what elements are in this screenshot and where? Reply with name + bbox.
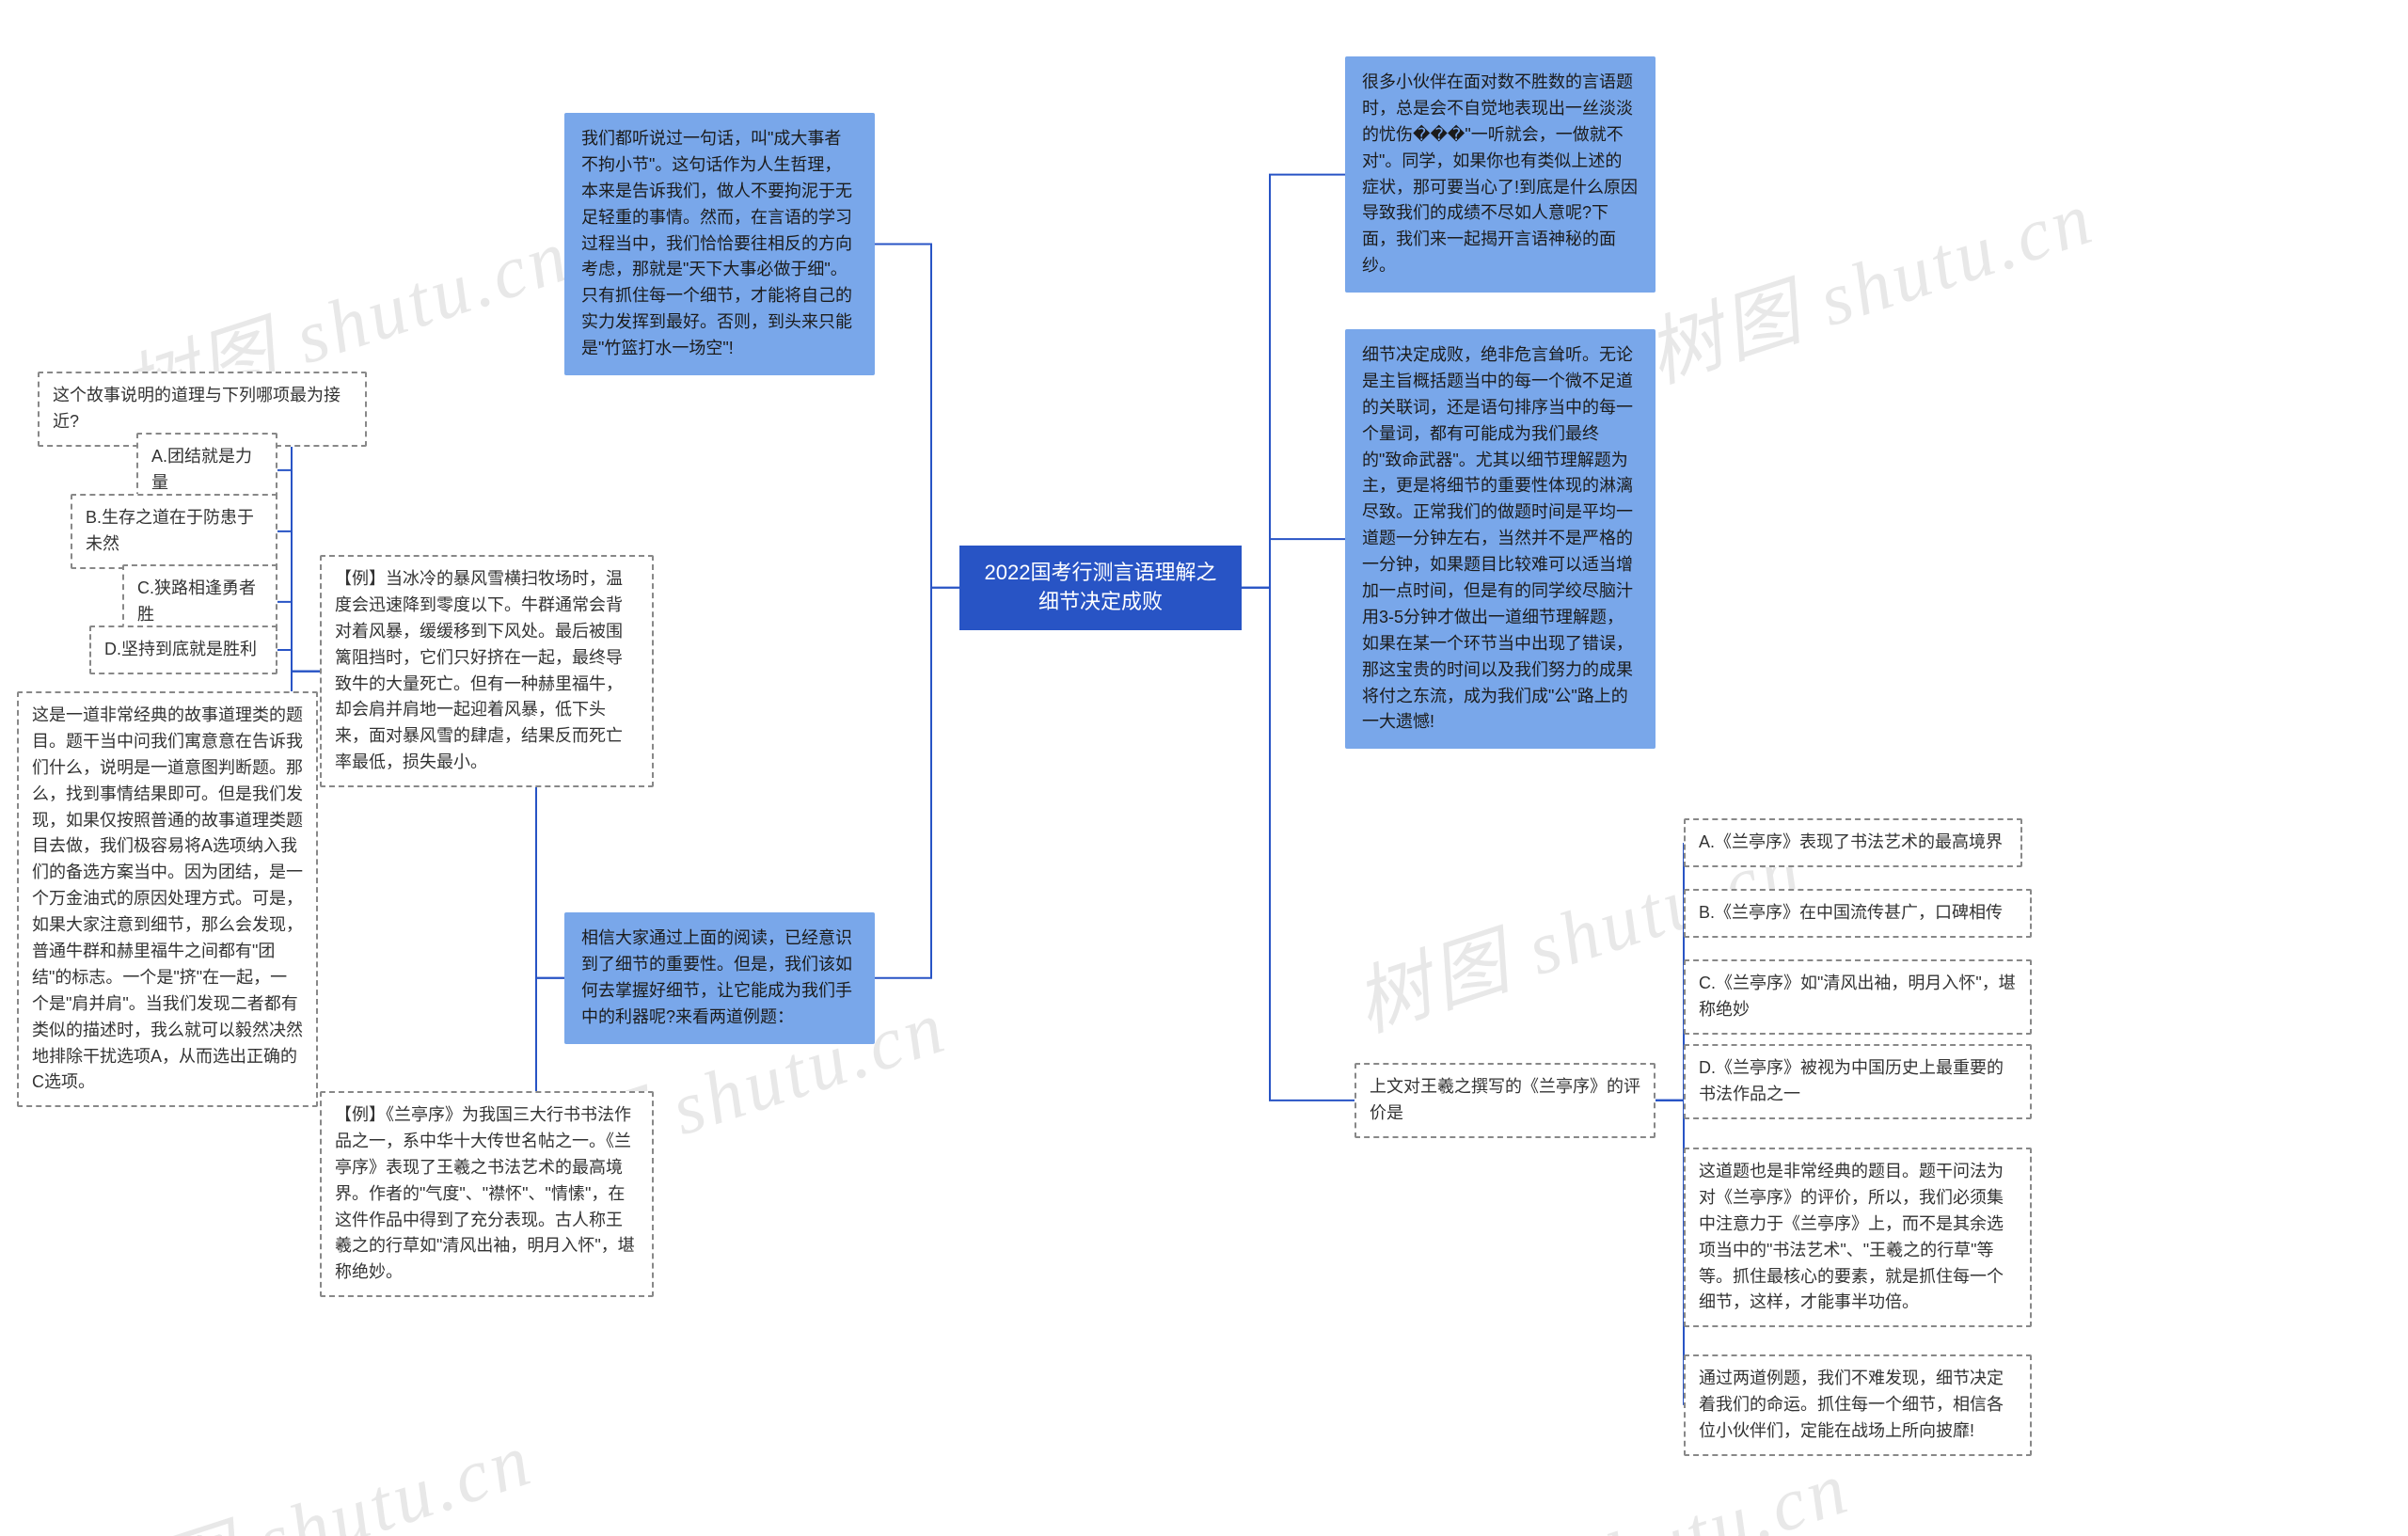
- center-line1: 2022国考行测言语理解之: [985, 561, 1217, 584]
- text: B.生存之道在于防患于未然: [86, 508, 254, 553]
- q2-option-b[interactable]: B.《兰亭序》在中国流传甚广，口碑相传: [1684, 889, 2032, 938]
- text: C.狭路相逢勇者胜: [137, 578, 256, 624]
- left-intro-2[interactable]: 相信大家通过上面的阅读，已经意识到了细节的重要性。但是，我们该如何去掌握好细节，…: [564, 912, 875, 1044]
- text: 【例】《兰亭序》为我国三大行书书法作品之一，系中华十大传世名帖之一。《兰亭序》表…: [335, 1105, 635, 1281]
- center-topic[interactable]: 2022国考行测言语理解之 细节决定成败: [959, 546, 1242, 630]
- right-intro-2[interactable]: 细节决定成败，绝非危言耸听。无论是主旨概括题当中的每一个微不足道的关联词，还是语…: [1345, 329, 1656, 749]
- text: 【例】当冰冷的暴风雪横扫牧场时，温度会迅速降到零度以下。牛群通常会背对着风暴，缓…: [335, 569, 623, 771]
- text: 这个故事说明的道理与下列哪项最为接近?: [53, 386, 341, 431]
- watermark: 树图 shutu.cn: [1631, 157, 2106, 404]
- text: C.《兰亭序》如"清风出袖，明月入怀"，堪称绝妙: [1699, 974, 2016, 1019]
- watermark: 树图 shutu.cn: [70, 1399, 545, 1536]
- example-2[interactable]: 【例】《兰亭序》为我国三大行书书法作品之一，系中华十大传世名帖之一。《兰亭序》表…: [320, 1091, 654, 1297]
- text: 这道题也是非常经典的题目。题干问法为对《兰亭序》的评价，所以，我们必须集中注意力…: [1699, 1162, 2004, 1311]
- text: A.团结就是力量: [151, 447, 252, 492]
- q1-option-b[interactable]: B.生存之道在于防患于未然: [71, 494, 277, 569]
- conclusion[interactable]: 通过两道例题，我们不难发现，细节决定着我们的命运。抓住每一个细节，相信各位小伙伴…: [1684, 1354, 2032, 1456]
- text: B.《兰亭序》在中国流传甚广，口碑相传: [1699, 903, 2003, 922]
- example-1[interactable]: 【例】当冰冷的暴风雪横扫牧场时，温度会迅速降到零度以下。牛群通常会背对着风暴，缓…: [320, 555, 654, 787]
- text: 这是一道非常经典的故事道理类的题目。题干当中问我们寓意意在告诉我们什么，说明是一…: [32, 705, 303, 1091]
- text: 相信大家通过上面的阅读，已经意识到了细节的重要性。但是，我们该如何去掌握好细节，…: [581, 928, 852, 1026]
- center-line2: 细节决定成败: [1038, 590, 1163, 613]
- left-intro-1[interactable]: 我们都听说过一句话，叫"成大事者不拘小节"。这句话作为人生哲理，本来是告诉我们，…: [564, 113, 875, 375]
- text: 细节决定成败，绝非危言耸听。无论是主旨概括题当中的每一个微不足道的关联词，还是语…: [1362, 345, 1633, 731]
- q1-option-d[interactable]: D.坚持到底就是胜利: [89, 625, 277, 674]
- q1-analysis[interactable]: 这是一道非常经典的故事道理类的题目。题干当中问我们寓意意在告诉我们什么，说明是一…: [17, 691, 318, 1107]
- right-intro-1[interactable]: 很多小伙伴在面对数不胜数的言语题时，总是会不自觉地表现出一丝淡淡的忧伤���"一…: [1345, 56, 1656, 293]
- text: A.《兰亭序》表现了书法艺术的最高境界: [1699, 832, 2003, 851]
- q2-analysis[interactable]: 这道题也是非常经典的题目。题干问法为对《兰亭序》的评价，所以，我们必须集中注意力…: [1684, 1148, 2032, 1327]
- text: D.《兰亭序》被视为中国历史上最重要的书法作品之一: [1699, 1058, 2004, 1103]
- q2-option-a[interactable]: A.《兰亭序》表现了书法艺术的最高境界: [1684, 818, 2022, 867]
- q2-option-c[interactable]: C.《兰亭序》如"清风出袖，明月入怀"，堪称绝妙: [1684, 959, 2032, 1035]
- text: 通过两道例题，我们不难发现，细节决定着我们的命运。抓住每一个细节，相信各位小伙伴…: [1699, 1369, 2004, 1440]
- q2-option-d[interactable]: D.《兰亭序》被视为中国历史上最重要的书法作品之一: [1684, 1044, 2032, 1119]
- text: D.坚持到底就是胜利: [104, 640, 257, 658]
- q2-stem[interactable]: 上文对王羲之撰写的《兰亭序》的评价是: [1354, 1063, 1656, 1138]
- text: 很多小伙伴在面对数不胜数的言语题时，总是会不自觉地表现出一丝淡淡的忧伤���"一…: [1362, 72, 1638, 275]
- text: 上文对王羲之撰写的《兰亭序》的评价是: [1370, 1077, 1640, 1122]
- text: 我们都听说过一句话，叫"成大事者不拘小节"。这句话作为人生哲理，本来是告诉我们，…: [581, 129, 852, 357]
